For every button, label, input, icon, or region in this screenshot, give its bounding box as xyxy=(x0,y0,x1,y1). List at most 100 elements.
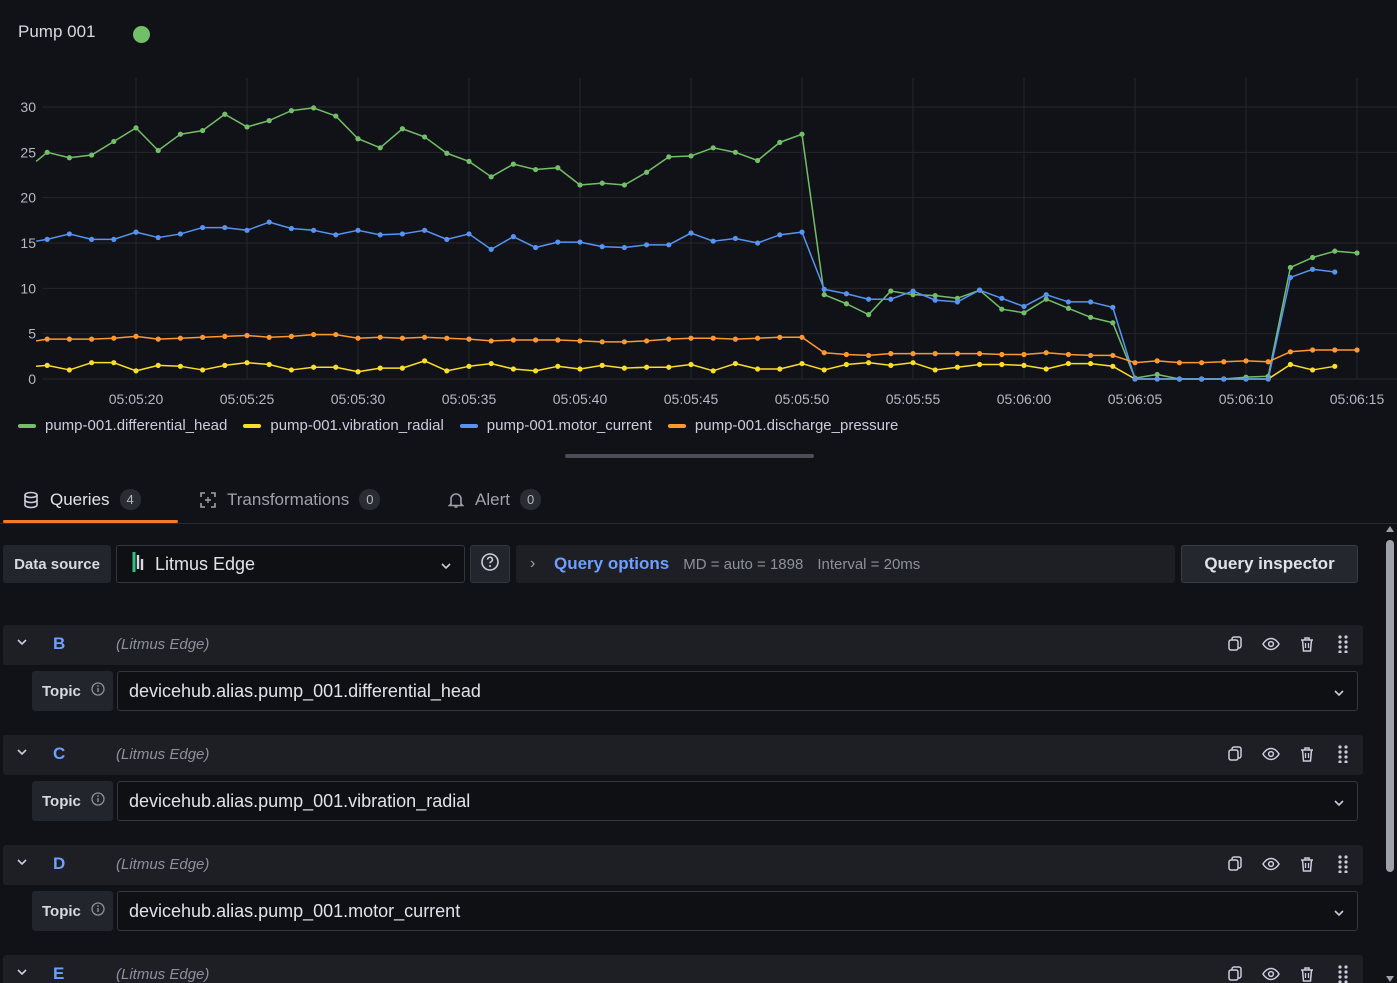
data-point xyxy=(1199,360,1205,366)
legend-item[interactable]: pump-001.vibration_radial xyxy=(243,417,444,434)
trash-icon[interactable] xyxy=(1297,854,1317,874)
collapse-chevron-icon[interactable] xyxy=(16,855,28,873)
query-header: B (Litmus Edge) xyxy=(3,625,1363,665)
data-point xyxy=(89,336,95,342)
bell-icon xyxy=(447,491,465,509)
panel-resize-handle[interactable] xyxy=(565,454,814,458)
query-header: C (Litmus Edge) xyxy=(3,735,1363,775)
database-icon xyxy=(22,491,40,509)
query-options-toggle[interactable]: › Query options MD = auto = 1898 Interva… xyxy=(516,545,1175,583)
collapse-chevron-icon[interactable] xyxy=(16,965,28,983)
data-point xyxy=(311,364,317,370)
drag-handle-icon[interactable] xyxy=(1333,744,1353,764)
query-letter[interactable]: C xyxy=(53,744,66,763)
panel-title[interactable]: Pump 001 xyxy=(18,22,96,41)
data-point xyxy=(1332,347,1338,353)
data-point xyxy=(1221,359,1227,365)
data-source-select[interactable]: Litmus Edge xyxy=(116,545,465,583)
data-point xyxy=(533,337,539,343)
data-point xyxy=(1310,367,1316,373)
drag-handle-icon[interactable] xyxy=(1333,854,1353,874)
duplicate-icon[interactable] xyxy=(1225,964,1245,983)
duplicate-icon[interactable] xyxy=(1225,744,1245,764)
data-point xyxy=(1265,376,1271,382)
duplicate-icon[interactable] xyxy=(1225,634,1245,654)
chart-legend: pump-001.differential_head pump-001.vibra… xyxy=(18,417,898,434)
data-point xyxy=(821,350,827,356)
eye-icon[interactable] xyxy=(1261,854,1281,874)
data-point xyxy=(377,145,383,151)
drag-handle-icon[interactable] xyxy=(1333,964,1353,983)
data-point xyxy=(1176,360,1182,366)
topic-value: devicehub.alias.pump_001.differential_he… xyxy=(129,680,481,701)
data-point xyxy=(666,364,672,370)
editor-scrollbar[interactable] xyxy=(1383,524,1397,983)
scroll-up-arrow-icon[interactable] xyxy=(1386,526,1394,532)
tab-transformations[interactable]: Transformations 0 xyxy=(177,476,381,523)
eye-icon[interactable] xyxy=(1261,964,1281,983)
help-button[interactable] xyxy=(470,545,510,583)
data-point xyxy=(555,239,561,245)
data-point xyxy=(222,224,228,231)
data-point xyxy=(89,236,95,242)
scroll-down-arrow-icon[interactable] xyxy=(1386,976,1394,982)
data-point xyxy=(644,242,650,248)
topic-field: Topic devicehub.alias.pump_001.vibration… xyxy=(32,781,1358,821)
eye-icon[interactable] xyxy=(1261,744,1281,764)
query-inspector-button[interactable]: Query inspector xyxy=(1181,545,1358,583)
drag-handle-icon[interactable] xyxy=(1333,634,1353,654)
data-point xyxy=(355,369,361,375)
data-point xyxy=(1110,304,1116,310)
data-point xyxy=(954,351,961,357)
query-letter[interactable]: E xyxy=(53,964,65,983)
topic-select[interactable]: devicehub.alias.pump_001.motor_current xyxy=(117,891,1358,931)
info-icon[interactable] xyxy=(91,682,105,700)
tab-queries[interactable]: Queries 4 xyxy=(0,476,141,523)
topic-label-text: Topic xyxy=(42,792,81,810)
duplicate-icon[interactable] xyxy=(1225,854,1245,874)
topic-select[interactable]: devicehub.alias.pump_001.vibration_radia… xyxy=(117,781,1358,821)
data-point xyxy=(488,174,494,180)
legend-item[interactable]: pump-001.differential_head xyxy=(18,417,227,434)
eye-icon[interactable] xyxy=(1261,634,1281,654)
data-point xyxy=(688,335,694,341)
trash-icon[interactable] xyxy=(1297,744,1317,764)
status-indicator xyxy=(133,26,150,43)
scroll-thumb[interactable] xyxy=(1386,540,1394,872)
data-point xyxy=(222,362,228,368)
collapse-chevron-icon[interactable] xyxy=(16,745,28,763)
data-point xyxy=(932,367,938,373)
data-point xyxy=(843,361,850,368)
topic-field: Topic devicehub.alias.pump_001.different… xyxy=(32,671,1358,711)
data-point xyxy=(621,182,628,188)
trash-icon[interactable] xyxy=(1297,964,1317,983)
data-point xyxy=(799,360,805,367)
data-point xyxy=(1154,358,1160,364)
legend-item[interactable]: pump-001.discharge_pressure xyxy=(667,417,898,434)
y-tick-label: 10 xyxy=(20,280,36,296)
tab-alert[interactable]: Alert 0 xyxy=(425,476,542,523)
data-point xyxy=(266,219,272,225)
max-data-points-text: MD = auto = 1898 xyxy=(683,555,804,573)
data-point xyxy=(977,361,983,368)
x-tick-label: 05:05:35 xyxy=(442,391,497,407)
interval-text: Interval = 20ms xyxy=(817,555,921,573)
topic-select[interactable]: devicehub.alias.pump_001.differential_he… xyxy=(117,671,1358,711)
litmus-logo-icon xyxy=(131,550,145,579)
data-point xyxy=(644,364,650,370)
data-point xyxy=(133,333,139,339)
data-point xyxy=(577,182,583,188)
collapse-chevron-icon[interactable] xyxy=(16,635,28,653)
data-point xyxy=(1154,376,1160,382)
data-point xyxy=(777,366,783,372)
query-letter[interactable]: D xyxy=(53,854,66,873)
data-point xyxy=(866,312,872,318)
trash-icon[interactable] xyxy=(1297,634,1317,654)
info-icon[interactable] xyxy=(91,902,105,920)
data-point xyxy=(1243,376,1249,382)
legend-item[interactable]: pump-001.motor_current xyxy=(459,417,652,434)
info-icon[interactable] xyxy=(91,792,105,810)
query-letter[interactable]: B xyxy=(53,634,66,653)
data-point xyxy=(755,240,761,246)
